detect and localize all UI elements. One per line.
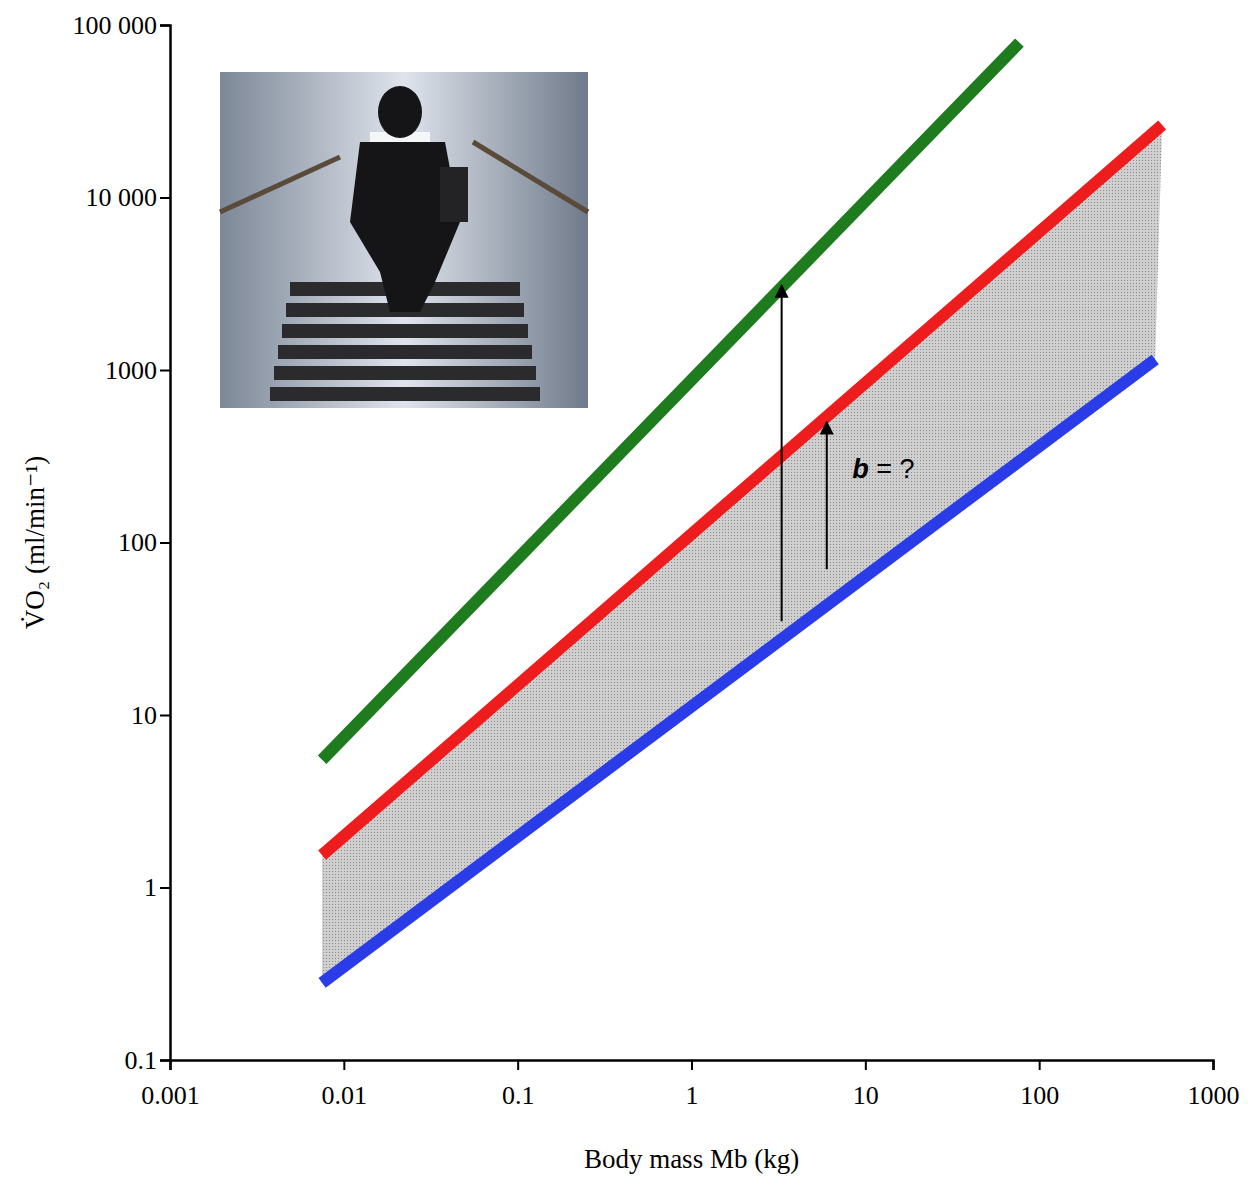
x-tick-label: 0.1 [502,1081,534,1110]
y-tick-label: 100 000 [73,11,158,40]
x-tick: 100 [1020,1060,1059,1110]
y-tick: 100 [118,528,170,557]
photo-background [220,72,588,408]
photo-briefcase [440,167,468,222]
x-tick: 10 [853,1060,879,1110]
y-tick-label: 10 [131,701,157,730]
x-tick-label: 0.01 [322,1081,368,1110]
y-tick-label: 10 000 [86,183,158,212]
y-tick-mark [160,887,170,889]
y-tick-mark [160,370,170,372]
y-tick: 1 [144,873,170,902]
x-tick-label: 10 [853,1081,879,1110]
annotation: b = ? [852,454,914,484]
x-tick: 1 [686,1060,699,1110]
arrow [781,285,783,621]
x-tick-mark [865,1060,867,1070]
photo-stair [274,366,536,380]
photo-stair [282,324,528,338]
arrow [826,422,828,569]
x-tick: 1000 [1188,1060,1240,1110]
y-tick: 0.1 [125,1046,171,1075]
photo-rail [220,157,340,212]
x-tick: 0.1 [502,1060,534,1110]
y-tick-mark [160,715,170,717]
x-tick: 0.01 [322,1060,368,1110]
x-tick-mark [691,1060,693,1070]
x-tick-label: 100 [1020,1081,1059,1110]
photo-rail [473,142,588,212]
shaded-range [322,125,1162,983]
x-tick-mark [1213,1060,1215,1070]
x-axis-line [171,1061,1214,1071]
y-axis: 0.1 1 10 100 1000 10 000 100 000 [73,11,171,1075]
y-tick-label: 0.1 [125,1046,158,1075]
y-tick-mark [160,542,170,544]
x-tick-label: 0.001 [141,1081,200,1110]
photo-stair [270,387,540,401]
series-line [322,360,1155,983]
y-axis-line [160,26,171,1061]
y-axis-title: V̇O₂ (ml/min⁻¹) [20,456,50,630]
photo-inset [220,72,588,408]
series-line [322,43,1019,760]
y-tick-mark [160,25,170,27]
x-axis-title: Body mass Mb (kg) [584,1144,799,1174]
y-tick-mark [160,1060,170,1062]
y-tick: 1000 [105,356,170,385]
series-line [322,125,1162,855]
x-tick-mark [517,1060,519,1070]
y-tick: 100 000 [73,11,171,40]
marks [322,43,1162,983]
y-tick-label: 100 [118,528,157,557]
photo-stair [278,345,532,359]
plot: 0.001 0.01 0.1 1 10 100 1000 0.1 1 10 100 1000 10 00… [73,11,1240,1110]
chart: 0.001 0.01 0.1 1 10 100 1000 0.1 1 10 100 1000 10 00… [0,0,1248,1198]
x-tick-label: 1 [686,1081,699,1110]
y-tick: 10 [131,701,170,730]
y-tick-label: 1000 [105,356,157,385]
y-tick-mark [160,197,170,199]
y-tick: 10 000 [86,183,171,212]
x-tick-mark [1039,1060,1041,1070]
y-tick-label: 1 [144,873,157,902]
x-tick-mark [343,1060,345,1070]
x-axis: 0.001 0.01 0.1 1 10 100 1000 [141,1060,1239,1110]
photo-figure [378,86,422,138]
x-tick-label: 1000 [1188,1081,1240,1110]
